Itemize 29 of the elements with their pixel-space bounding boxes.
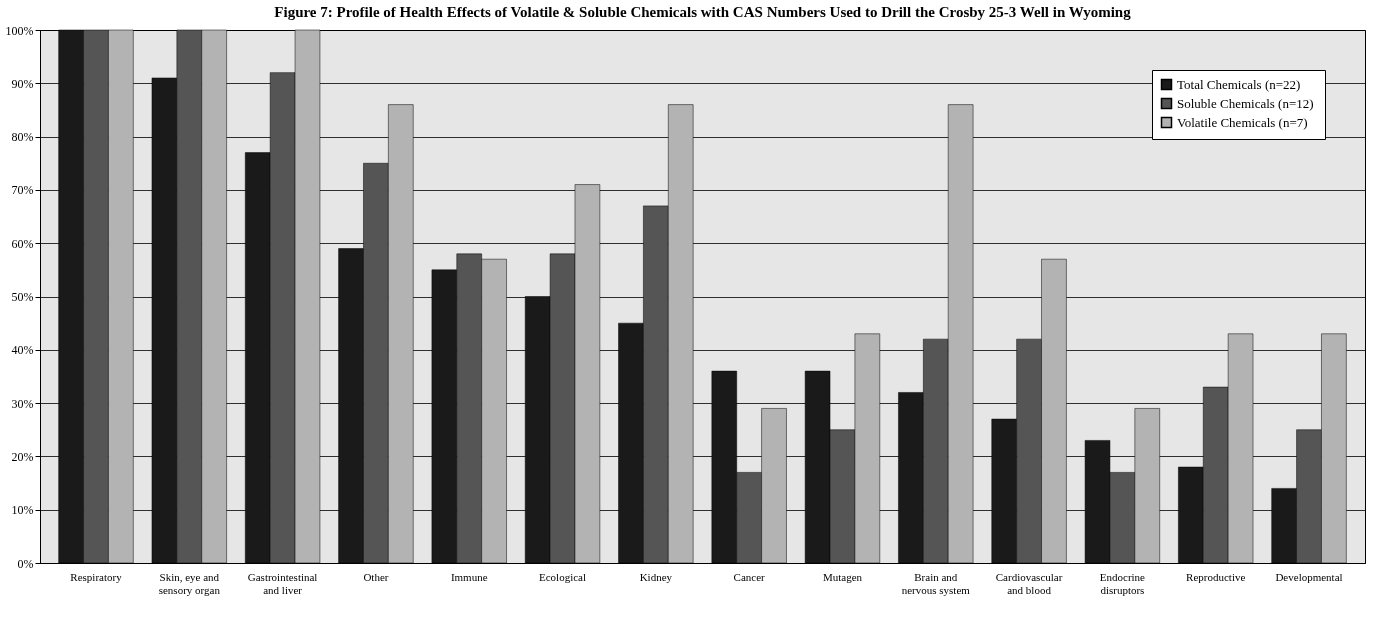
x-tick-label: Gastrointestinal and liver [247, 570, 318, 596]
x-tick-label: Developmental [1275, 570, 1343, 583]
x-tick-label: Skin, eye and sensory organ [158, 570, 221, 596]
y-tick-label: 100% [5, 23, 34, 38]
x-tick-label: Ecological [539, 570, 587, 583]
y-tick-label: 60% [11, 236, 34, 251]
legend-label: Total Chemicals (n=22) [1177, 76, 1301, 92]
x-tick-label: Other [363, 570, 389, 583]
y-tick-label: 30% [11, 396, 34, 411]
y-tick-label: 80% [11, 130, 34, 145]
x-tick-label: Cardiovascular and blood [995, 570, 1063, 596]
x-tick-label: Kidney [639, 570, 673, 583]
y-tick-label: 40% [11, 343, 34, 358]
x-tick-label: Immune [450, 570, 488, 583]
y-tick-label: 0% [17, 556, 34, 571]
y-tick-label: 10% [11, 503, 34, 518]
y-tick-label: 90% [11, 76, 34, 91]
x-tick-label: Mutagen [822, 570, 863, 583]
y-tick-label: 70% [11, 183, 34, 198]
legend-label: Volatile Chemicals (n=7) [1177, 114, 1308, 130]
chart-title: Figure 7: Profile of Health Effects of Volatile & Soluble Chemicals with CAS Numbers Used to Drill the Crosby 25-3 Well in Wyoming [274, 4, 1132, 20]
y-tick-label: 50% [11, 290, 34, 304]
legend-label: Soluble Chemicals (n=12) [1177, 95, 1314, 111]
x-tick-label: Respiratory [70, 570, 123, 583]
x-tick-label: Cancer [733, 570, 766, 583]
x-tick-label: Endocrine disruptors [1099, 570, 1146, 596]
y-tick-label: 20% [11, 449, 34, 464]
x-tick-label: Reproductive [1186, 570, 1246, 583]
x-tick-label: Brain and nervous system [901, 570, 971, 596]
